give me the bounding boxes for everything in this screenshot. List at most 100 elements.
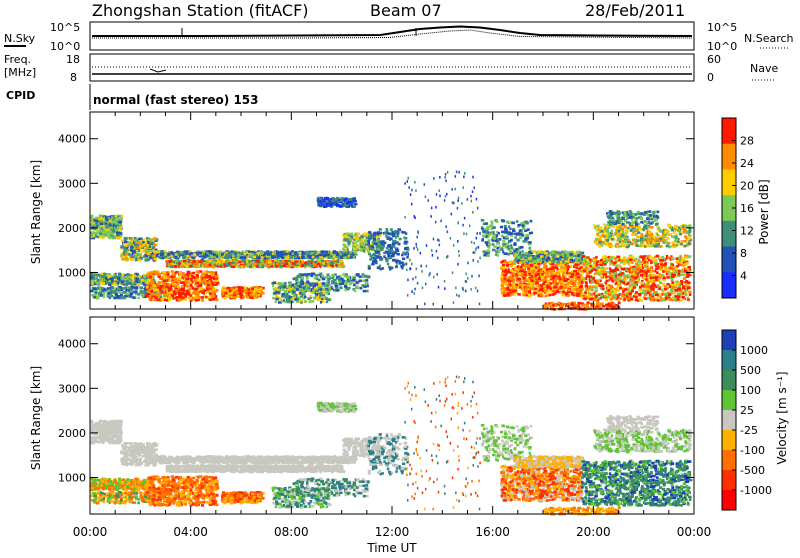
power-cell: [439, 244, 441, 247]
beam-label: Beam 07: [370, 1, 442, 20]
power-cell: [368, 253, 371, 256]
power-cell: [205, 274, 208, 277]
power-cell: [425, 283, 427, 286]
power-cell: [325, 251, 328, 254]
power-cell: [106, 225, 109, 228]
power-cell: [149, 295, 151, 298]
noise-right-label: N.Search: [744, 32, 794, 45]
power-cell: [386, 247, 389, 250]
power-cell: [206, 287, 209, 290]
power-cell: [116, 232, 118, 235]
power-cell: [196, 293, 199, 296]
power-cell: [300, 301, 302, 304]
power-cell: [261, 266, 264, 269]
power-cell: [231, 265, 235, 268]
power-cell: [333, 255, 335, 258]
power-cell: [390, 247, 393, 250]
power-cell: [163, 282, 166, 285]
power-cell: [230, 259, 232, 262]
power-cell: [178, 252, 181, 255]
power-cell: [377, 251, 381, 254]
power-cell: [518, 233, 521, 236]
noise-right-tick-bottom: 10^0: [707, 40, 737, 53]
power-cell: [115, 294, 117, 297]
power-cell: [115, 228, 117, 231]
power-cell: [412, 278, 414, 281]
power-cell: [406, 269, 408, 272]
power-cell: [216, 289, 219, 292]
power-cell: [377, 256, 380, 259]
power-cell: [463, 232, 465, 235]
power-cell: [392, 235, 395, 238]
power-cell: [352, 244, 355, 247]
power-cell: [236, 291, 239, 294]
power-cell: [165, 288, 168, 291]
power-cell: [201, 288, 204, 291]
power-cell: [117, 226, 120, 229]
power-cell: [340, 257, 342, 260]
power-cell: [512, 229, 516, 232]
power-cell: [119, 229, 121, 232]
power-cell: [274, 255, 276, 258]
power-cell: [135, 255, 137, 258]
power-cell: [248, 292, 250, 295]
power-cell: [279, 265, 281, 268]
power-cell: [317, 274, 320, 277]
freq-left-tick-top: 18: [66, 53, 80, 66]
power-cell: [319, 256, 323, 259]
power-cell: [485, 222, 488, 225]
power-cell: [426, 244, 428, 247]
power-cell: [439, 176, 441, 179]
power-cell: [353, 241, 356, 244]
power-cell: [409, 268, 411, 271]
power-cell: [258, 264, 261, 267]
power-cell: [209, 271, 212, 274]
power-cell: [135, 280, 138, 283]
power-cell: [211, 276, 215, 279]
power-cell: [285, 294, 288, 297]
power-cell: [250, 296, 254, 299]
power-cell: [197, 281, 199, 284]
power-cell: [209, 277, 212, 280]
power-cell: [446, 193, 448, 196]
power-cell: [142, 250, 145, 253]
freq-right-tick-top: 60: [707, 53, 721, 66]
power-cell: [318, 254, 322, 257]
power-cell: [121, 281, 123, 284]
power-cell: [486, 243, 488, 246]
power-cell: [386, 237, 389, 240]
power-cell: [416, 268, 418, 271]
power-cell: [171, 270, 175, 273]
power-cell: [209, 255, 213, 258]
power-cell: [171, 276, 174, 279]
power-cell: [156, 289, 160, 292]
power-cell: [519, 236, 522, 239]
power-cell: [107, 235, 110, 238]
power-cell: [119, 218, 122, 221]
power-cell: [230, 296, 232, 299]
power-cell: [300, 299, 303, 302]
power-cell: [478, 246, 480, 249]
power-cell: [111, 287, 114, 290]
power-cell: [475, 248, 477, 251]
power-cell: [289, 256, 292, 259]
power-cell: [516, 239, 518, 242]
power-cell: [340, 199, 343, 202]
power-cell: [390, 228, 393, 231]
power-cell: [359, 243, 361, 246]
power-cell: [198, 296, 201, 299]
power-cell: [519, 230, 522, 233]
power-cell: [497, 249, 501, 252]
power-cell: [484, 253, 487, 256]
power-cell: [464, 217, 466, 220]
power-cell: [292, 297, 295, 300]
power-cell: [144, 259, 147, 262]
power-cell: [455, 287, 457, 290]
power-cell: [167, 256, 170, 259]
power-cell: [119, 215, 121, 218]
power-cell: [432, 254, 434, 257]
power-cell: [320, 301, 322, 304]
power-cell: [250, 262, 253, 265]
power-cell: [479, 232, 481, 235]
power-cell: [411, 203, 413, 206]
